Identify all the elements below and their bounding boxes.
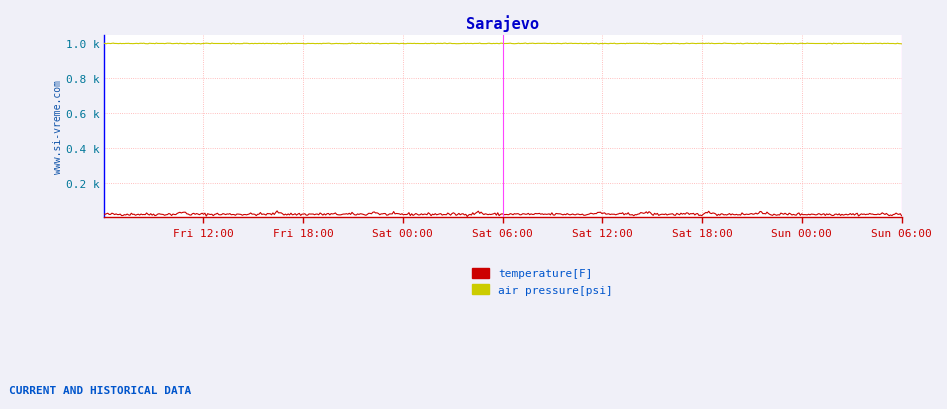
Y-axis label: www.si-vreme.com: www.si-vreme.com [53, 80, 63, 174]
Legend: temperature[F], air pressure[psi]: temperature[F], air pressure[psi] [468, 263, 617, 299]
Text: CURRENT AND HISTORICAL DATA: CURRENT AND HISTORICAL DATA [9, 384, 191, 395]
Title: Sarajevo: Sarajevo [466, 15, 539, 32]
